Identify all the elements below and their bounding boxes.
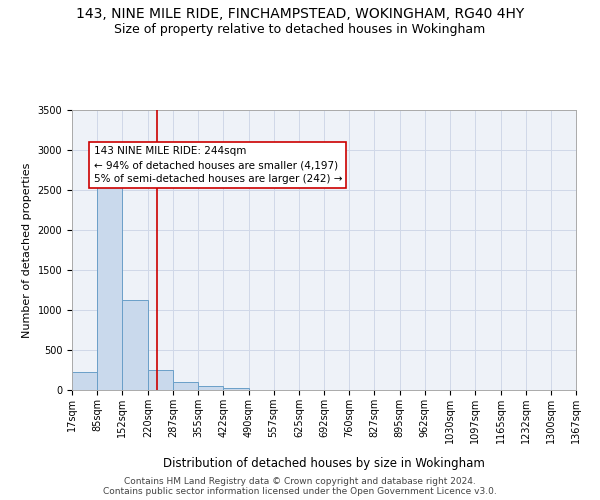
Bar (122, 300, 148, 390)
Text: Size of property relative to detached houses in Wokingham: Size of property relative to detached ho… (115, 22, 485, 36)
Bar (97, 180, 122, 390)
Text: 143 NINE MILE RIDE: 244sqm
← 94% of detached houses are smaller (4,197)
5% of se: 143 NINE MILE RIDE: 244sqm ← 94% of deta… (94, 146, 342, 184)
Bar (173, 382, 198, 390)
Text: Distribution of detached houses by size in Wokingham: Distribution of detached houses by size … (163, 458, 485, 470)
Bar (72, 372, 97, 390)
Y-axis label: Number of detached properties: Number of detached properties (22, 162, 32, 338)
Bar (223, 388, 248, 390)
Text: Contains HM Land Registry data © Crown copyright and database right 2024.
Contai: Contains HM Land Registry data © Crown c… (103, 476, 497, 496)
Bar (198, 386, 223, 390)
Text: 143, NINE MILE RIDE, FINCHAMPSTEAD, WOKINGHAM, RG40 4HY: 143, NINE MILE RIDE, FINCHAMPSTEAD, WOKI… (76, 8, 524, 22)
Bar (148, 370, 173, 390)
